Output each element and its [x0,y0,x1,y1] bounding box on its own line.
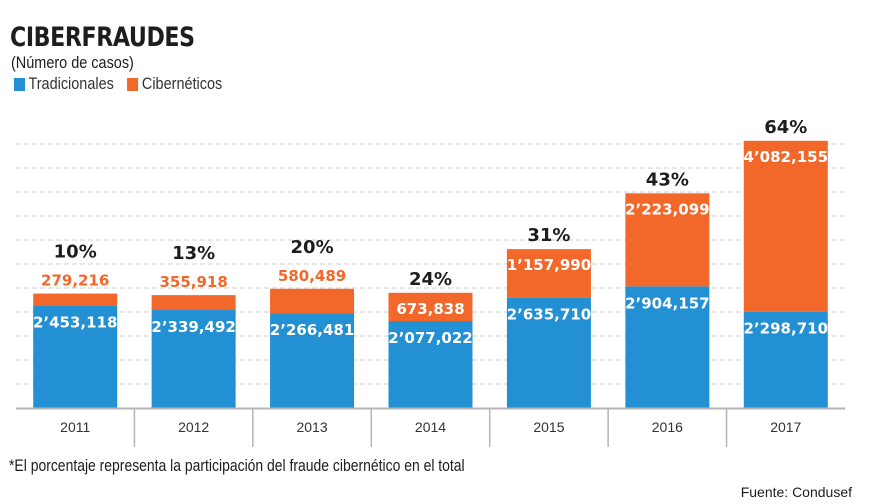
bar-tradicionales-2012 [151,310,236,408]
percent-label-2011: 10% [54,242,97,263]
legend-swatch-tradicionales [14,77,26,91]
bar-tradicionales-2014 [388,321,473,408]
footnote: *El porcentaje representa la participaci… [9,456,465,475]
legend-label-tradicionales: Tradicionales [28,74,114,93]
label-tradicionales-2016: 2’904,157 [625,294,709,312]
bar-ciberneticos-2011 [33,293,118,306]
legend-swatch-ciberneticos [127,77,139,91]
bar-ciberneticos-2014 [388,292,473,322]
label-tradicionales-2014: 2’077,022 [388,329,472,347]
x-tick-label-2016: 2016 [652,419,683,435]
x-tick-label-2013: 2013 [296,419,327,435]
x-axis: 2011 2012 2013 2014 2015 2016 2017 [16,407,845,447]
x-tick-label-2014: 2014 [415,419,446,435]
label-ciberneticos-2017: 4’082,155 [744,148,828,166]
label-ciberneticos-2011: 279,216 [41,272,109,290]
x-tick-label-2015: 2015 [533,419,564,435]
bar-ciberneticos-2012 [151,295,236,311]
label-tradicionales-2015: 2’635,710 [507,306,591,324]
bar-tradicionales-2011 [33,305,118,408]
bar-ciberneticos-2013 [270,288,355,314]
chart-title: CIBERFRAUDES [10,22,195,53]
legend: Tradicionales Cibernéticos [14,74,236,94]
percent-label-2013: 20% [291,237,334,258]
bar-ciberneticos-2017 [743,140,828,312]
x-tick-label-2011: 2011 [60,419,90,435]
label-ciberneticos-2012: 355,918 [159,273,227,291]
percent-label-2014: 24% [409,269,452,290]
bar-tradicionales-2017 [743,311,828,408]
bar-tradicionales-2015 [506,297,591,408]
percent-label-2016: 43% [646,169,689,190]
data-labels: 2’453,118 279,216 10% 2’339,492 355,918 13% 2’… [33,117,828,347]
percent-label-2012: 13% [172,243,215,264]
label-tradicionales-2011: 2’453,118 [33,313,117,331]
bar-ciberneticos-2016 [625,193,710,287]
bar-tradicionales-2013 [270,313,355,408]
label-tradicionales-2013: 2’266,481 [270,321,354,339]
legend-item-tradicionales: Tradicionales [14,74,114,94]
legend-label-ciberneticos: Cibernéticos [141,74,223,93]
label-tradicionales-2017: 2’298,710 [744,320,828,338]
bars [33,140,828,408]
x-tick-label-2017: 2017 [770,419,801,435]
label-ciberneticos-2013: 580,489 [278,267,346,285]
label-ciberneticos-2014: 673,838 [396,300,464,318]
label-ciberneticos-2015: 1’157,990 [507,256,591,274]
bar-tradicionales-2016 [625,286,710,408]
label-tradicionales-2012: 2’339,492 [151,318,235,336]
percent-label-2017: 64% [764,117,807,138]
legend-item-ciberneticos: Cibernéticos [127,74,222,94]
bar-ciberneticos-2015 [506,249,591,298]
percent-label-2015: 31% [527,225,570,246]
x-tick-label-2012: 2012 [178,419,209,435]
source-note: Fuente: Condusef [740,484,852,500]
chart-subtitle: (Número de casos) [11,53,134,72]
label-ciberneticos-2016: 2’223,099 [625,200,709,218]
